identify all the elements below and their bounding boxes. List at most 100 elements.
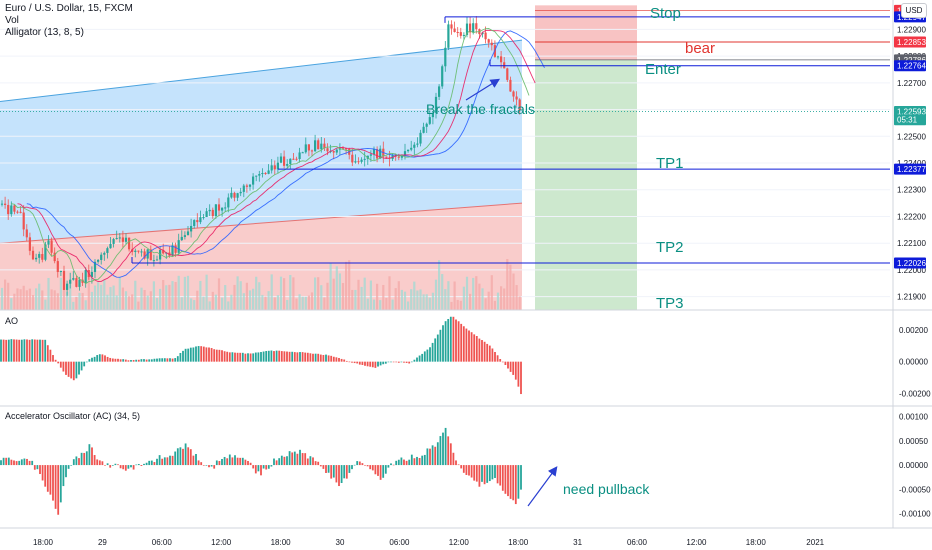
candle-body — [174, 245, 177, 253]
ao-bar — [158, 358, 161, 362]
ac-bar — [325, 465, 327, 473]
volume-bar — [190, 298, 193, 310]
ao-bar — [39, 339, 41, 362]
volume-bar — [214, 294, 217, 310]
ao-bar — [444, 321, 447, 362]
volume-bar — [301, 296, 304, 310]
volume-bar — [140, 287, 143, 310]
ac-bar — [18, 460, 21, 466]
volume-bar — [242, 293, 245, 310]
candle-body — [59, 270, 62, 273]
volume-bar — [75, 296, 78, 310]
volume-bar — [149, 291, 152, 310]
ac-bar — [145, 462, 148, 466]
volume-bar — [518, 296, 521, 310]
ac-bar — [267, 465, 270, 469]
candle-body — [205, 211, 208, 218]
volume-bar — [7, 282, 10, 310]
volume-bar — [481, 288, 484, 310]
candle-body — [518, 99, 521, 111]
volume-bar — [292, 277, 295, 310]
candle-body — [385, 156, 388, 158]
ac-bar — [179, 447, 182, 466]
candle-body — [509, 79, 512, 92]
currency-button[interactable]: USD — [901, 3, 927, 18]
ao-bar — [200, 346, 203, 362]
volume-bar — [462, 286, 465, 310]
ao-bar — [257, 352, 260, 362]
bear-label: bear — [685, 40, 715, 57]
red-zone — [0, 203, 522, 310]
volume-bar — [50, 289, 53, 310]
ao-bar — [488, 345, 491, 362]
ac-bar — [23, 458, 26, 466]
volume-bar — [317, 277, 320, 310]
ao-bar — [80, 361, 83, 371]
ao-bar — [106, 356, 109, 362]
ac-bar — [330, 465, 333, 479]
volume-bar — [224, 285, 227, 310]
ao-bar — [44, 339, 47, 362]
ac-bar — [166, 457, 169, 466]
ao-bar — [176, 356, 179, 362]
ao-bar — [304, 352, 307, 362]
ac-bar — [520, 465, 522, 490]
ac-bar — [72, 459, 75, 466]
ac-bar — [78, 458, 80, 466]
volume-bar — [496, 292, 500, 310]
volume-bar — [131, 294, 134, 310]
volume-bar — [283, 278, 286, 310]
ac-bar — [455, 460, 457, 466]
volume-bar — [469, 293, 472, 310]
price-tag — [894, 114, 926, 126]
ao-bar — [244, 353, 247, 362]
volume-bar — [366, 298, 369, 310]
volume-legend: Vol — [5, 15, 19, 26]
volume-bar — [19, 289, 22, 310]
ac-bar — [140, 465, 143, 467]
volume-bar — [475, 276, 478, 310]
volume-bar — [509, 264, 512, 310]
ac-bar — [257, 465, 260, 472]
candle-body — [196, 220, 199, 223]
volume-bar — [459, 300, 462, 310]
volume-bar — [320, 285, 323, 310]
ao-bar — [223, 351, 226, 362]
ao-bar — [54, 359, 57, 362]
ac-bar — [449, 443, 452, 466]
tp2-label: TP2 — [656, 239, 684, 256]
ac-bar — [210, 465, 213, 467]
ao-bar — [431, 342, 434, 362]
ao-bar — [400, 361, 403, 363]
candle-body — [341, 148, 345, 150]
ac-bar — [153, 462, 156, 466]
ao-bar — [317, 353, 320, 362]
ao-bar — [23, 339, 26, 362]
candle-body — [152, 260, 155, 262]
ac-tick-label: 0.00100 — [899, 413, 928, 422]
ac-bar — [236, 457, 239, 466]
ac-bar — [205, 465, 208, 466]
ac-bar — [156, 458, 158, 466]
ao-bar — [65, 361, 67, 375]
ao-bar — [436, 334, 439, 362]
ac-bar — [182, 448, 184, 466]
symbol-legend[interactable]: Euro / U.S. Dollar, 15, FXCM Vol Alligat… — [5, 3, 133, 39]
candle-body — [183, 235, 186, 237]
volume-bar — [78, 292, 81, 310]
ao-bar — [117, 358, 119, 362]
volume-bar — [211, 291, 214, 310]
ao-bar — [93, 356, 96, 362]
ac-tick-label: -0.00100 — [899, 509, 931, 518]
red-zone-top-line — [0, 202, 523, 244]
alligator-lips — [11, 28, 530, 285]
candle-body — [428, 117, 431, 124]
ao-bar — [384, 361, 387, 364]
ao-bar — [18, 339, 21, 362]
ac-bar — [75, 456, 78, 466]
volume-bar — [382, 284, 385, 310]
ac-bar — [101, 461, 104, 466]
candle-body — [357, 161, 360, 163]
ao-bar — [460, 323, 463, 362]
